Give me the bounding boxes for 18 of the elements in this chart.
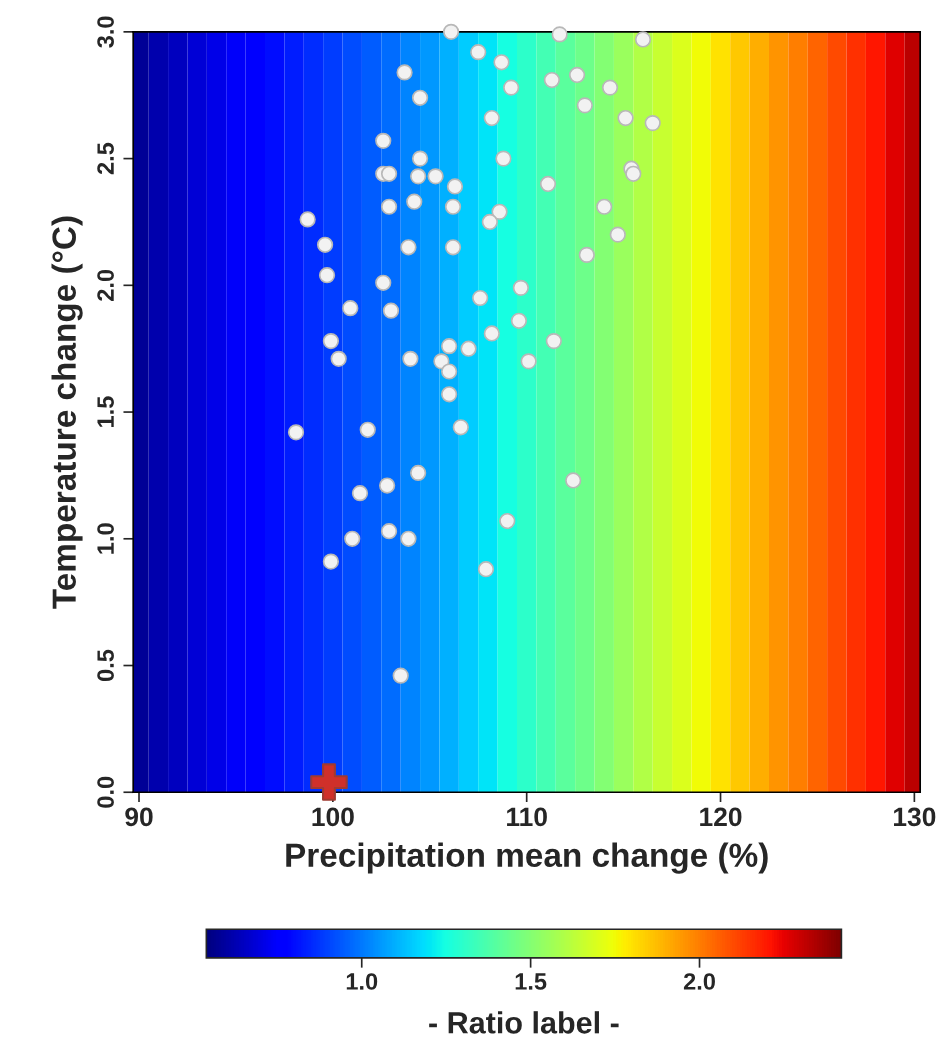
x-tick-label: 130 — [894, 807, 936, 827]
x-tick-label: 100 — [312, 807, 354, 827]
x-axis-title: Precipitation mean change (%) — [286, 842, 768, 874]
color-bar-label: 1.5 — [515, 973, 547, 990]
y-tick-label: 0.5 — [97, 649, 114, 681]
x-tick-label: 120 — [700, 807, 742, 827]
y-tick-label: 1.5 — [97, 396, 114, 427]
y-tick-label: 0.0 — [97, 776, 114, 808]
x-tick-label: 110 — [507, 807, 547, 827]
x-tick-label: 90 — [125, 807, 153, 827]
y-tick-label: 1.0 — [97, 523, 114, 554]
y-axis-title: Temperature change (°C) — [51, 216, 83, 609]
y-tick-label: 2.5 — [97, 142, 114, 175]
y-tick-label: 3.0 — [97, 16, 114, 48]
y-tick-label: 2.0 — [97, 269, 114, 301]
color-bar-label: 2.0 — [683, 973, 715, 990]
color-bar-title: - Ratio label - — [429, 1011, 619, 1034]
color-bar-label: 1.0 — [346, 973, 378, 990]
